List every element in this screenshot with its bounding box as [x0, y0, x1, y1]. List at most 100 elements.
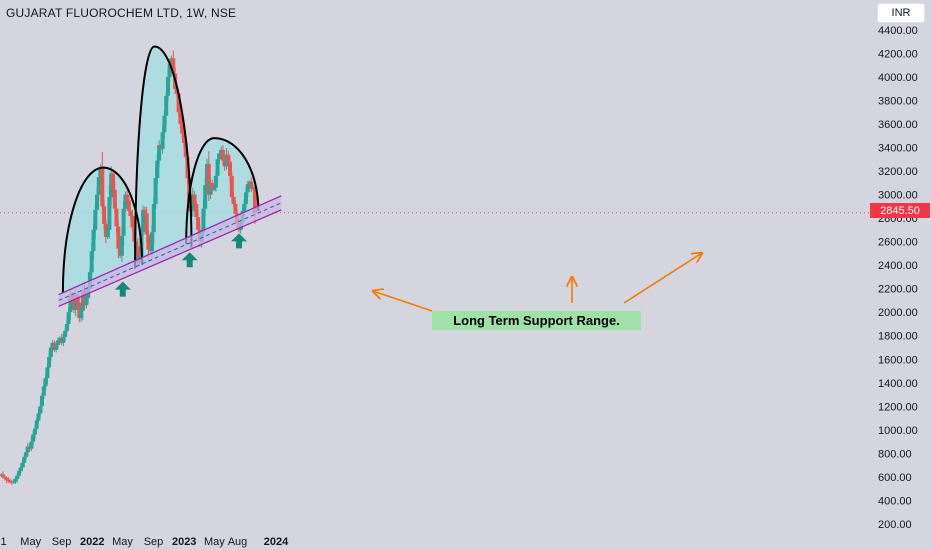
candle-body [160, 132, 165, 149]
candle-body [114, 208, 119, 227]
candle-body [228, 161, 232, 176]
price-axis-tick: 3000.00 [878, 190, 918, 202]
candle-body [132, 227, 137, 242]
candle-body [215, 159, 220, 176]
candle [121, 201, 126, 246]
candle [157, 140, 162, 168]
time-axis-tick: Aug [228, 536, 248, 548]
candle [40, 392, 44, 413]
time-axis-tick: May [112, 536, 133, 548]
candle [4, 476, 9, 484]
candle-body [91, 229, 96, 252]
candle-body [142, 209, 147, 214]
candle [210, 179, 215, 195]
plot-area [0, 45, 870, 485]
price-axis-tick: 800.00 [878, 448, 912, 460]
candle-body [93, 209, 98, 230]
candle-body [245, 184, 250, 193]
candle-body [34, 420, 39, 429]
price-axis-tick: 1000.00 [878, 425, 918, 437]
candle-body [121, 208, 126, 236]
candle-body [126, 200, 131, 212]
candle-body [4, 478, 9, 480]
candle-body [64, 324, 69, 332]
price-axis: 4400.00 4200.00 4000.00 3800.00 3600.00 3400.… [878, 25, 918, 531]
candle-body [242, 204, 247, 212]
candle [164, 91, 169, 126]
time-axis-tick: May [204, 536, 225, 548]
candle-body [192, 194, 197, 204]
candle-body [2, 476, 7, 479]
candle-body [89, 251, 94, 273]
candle-body [45, 367, 50, 379]
support-channel-upper [58, 195, 282, 296]
support-up-arrow-icon [231, 233, 248, 249]
price-axis-tick: 600.00 [878, 472, 912, 484]
candle-body [8, 481, 13, 482]
dome-outline [61, 166, 144, 294]
price-axis-tick: 200.00 [878, 519, 912, 531]
candle-body [151, 204, 156, 233]
candle-body [68, 294, 73, 313]
time-axis: 21MaySep2022MaySep2023MayAug2024 [0, 536, 289, 548]
candle-body [206, 164, 211, 195]
last-price-tag: 2845.50 [870, 203, 930, 218]
candle-body [167, 64, 172, 77]
candle-body [18, 467, 23, 471]
candle [194, 201, 199, 220]
candle-body [144, 213, 149, 235]
candle-body [157, 145, 162, 161]
candle-body [105, 229, 110, 237]
candle-body [141, 209, 146, 233]
time-axis-tick: May [20, 536, 41, 548]
candle-body [119, 235, 124, 256]
candle-body [212, 187, 217, 190]
candle-body [33, 428, 37, 435]
currency-button[interactable]: INR [877, 3, 925, 23]
time-axis-tick: 2022 [80, 536, 104, 548]
candle-body [1, 474, 5, 477]
time-axis-tick: 2024 [264, 536, 289, 548]
time-axis-tick: Sep [144, 536, 164, 548]
candle [25, 442, 30, 456]
candle-body [112, 189, 117, 209]
candle-body [203, 185, 208, 209]
candle-body [96, 177, 101, 195]
candle-body [201, 208, 206, 233]
candle-body [36, 413, 41, 421]
price-axis-tick: 3600.00 [878, 119, 918, 131]
candle-body [63, 331, 68, 337]
price-axis-tick: 2000.00 [878, 307, 918, 319]
candle-body [176, 93, 181, 113]
candle [151, 197, 156, 244]
candle-body [95, 194, 99, 210]
price-axis-tick: 2400.00 [878, 260, 918, 272]
candle-body [61, 336, 66, 343]
candle-body [226, 154, 231, 162]
candle-body [210, 182, 215, 190]
candle-body [252, 187, 257, 213]
candle-body [146, 234, 151, 250]
candle-body [135, 246, 140, 263]
dome-outline [185, 137, 260, 245]
candle-body [40, 395, 44, 407]
price-axis-tick: 4400.00 [878, 25, 918, 37]
candle-body [66, 312, 71, 324]
price-axis-tick: 1600.00 [878, 354, 918, 366]
candle-body [150, 232, 154, 252]
candle-body [217, 153, 222, 160]
candle-body [178, 112, 183, 125]
candle-body [54, 345, 59, 350]
candle-body [84, 298, 89, 306]
time-axis-tick: 21 [0, 536, 7, 548]
candle-body [25, 446, 30, 453]
price-axis-tick: 3200.00 [878, 166, 918, 178]
candle-body [31, 434, 36, 442]
price-axis-tick: 2600.00 [878, 237, 918, 249]
time-axis-tick: 2023 [172, 536, 196, 548]
price-axis-tick: 1200.00 [878, 401, 918, 413]
candle-body [231, 197, 236, 205]
time-axis-tick: Sep [52, 536, 72, 548]
candle-body [162, 115, 167, 133]
